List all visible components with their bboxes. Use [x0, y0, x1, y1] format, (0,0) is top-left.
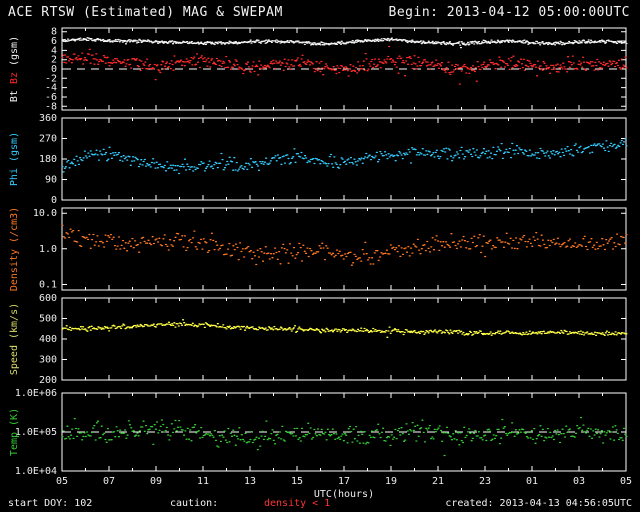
svg-text:300: 300	[39, 355, 57, 366]
svg-text:180: 180	[39, 154, 57, 165]
svg-text:600: 600	[39, 293, 57, 304]
svg-text:500: 500	[39, 314, 57, 325]
caution-value: density < 1	[264, 498, 331, 509]
svg-text:07: 07	[103, 476, 115, 487]
svg-text:200: 200	[39, 375, 57, 386]
svg-text:05: 05	[56, 476, 68, 487]
svg-text:23: 23	[479, 476, 491, 487]
svg-text:21: 21	[432, 476, 444, 487]
svg-text:01: 01	[526, 476, 538, 487]
svg-text:1.0: 1.0	[39, 244, 57, 255]
svg-text:1.0E+06: 1.0E+06	[15, 388, 57, 399]
svg-text:400: 400	[39, 334, 57, 345]
svg-text:2: 2	[51, 55, 57, 66]
svg-text:11: 11	[197, 476, 209, 487]
svg-text:10.0: 10.0	[33, 208, 57, 219]
svg-text:03: 03	[573, 476, 585, 487]
svg-text:1.0E+05: 1.0E+05	[15, 427, 57, 438]
svg-text:4: 4	[51, 45, 57, 56]
svg-text:360: 360	[39, 113, 57, 124]
svg-text:Speed (km/s): Speed (km/s)	[9, 303, 20, 375]
chart-title: ACE RTSW (Estimated) MAG & SWEPAM	[8, 5, 283, 20]
svg-text:0: 0	[51, 195, 57, 206]
created-timestamp: created: 2013-04-13 04:56:05UTC	[445, 498, 632, 509]
svg-text:-6: -6	[45, 92, 57, 103]
svg-text:-8: -8	[45, 101, 57, 112]
svg-text:8: 8	[51, 27, 57, 38]
svg-text:15: 15	[291, 476, 303, 487]
svg-text:Temp (K): Temp (K)	[9, 408, 20, 456]
svg-text:UTC(hours): UTC(hours)	[314, 489, 374, 500]
svg-text:90: 90	[45, 175, 57, 186]
svg-text:Bt Bz (gsm): Bt Bz (gsm)	[9, 36, 20, 102]
svg-text:270: 270	[39, 134, 57, 145]
svg-text:Phi (gsm): Phi (gsm)	[9, 132, 20, 186]
svg-text:17: 17	[338, 476, 350, 487]
svg-text:6: 6	[51, 36, 57, 47]
start-doy-label: start DOY: 102	[8, 498, 93, 509]
svg-text:09: 09	[150, 476, 162, 487]
svg-text:Density (/cm3): Density (/cm3)	[9, 207, 20, 291]
svg-text:0: 0	[51, 64, 57, 75]
svg-text:-4: -4	[45, 83, 57, 94]
svg-text:13: 13	[244, 476, 256, 487]
svg-text:0.1: 0.1	[39, 280, 57, 291]
caution-label: caution:	[170, 498, 219, 509]
chart-begin-time: Begin: 2013-04-12 05:00:00UTC	[388, 5, 630, 20]
svg-text:05: 05	[620, 476, 632, 487]
chart-header: ACE RTSW (Estimated) MAG & SWEPAM Begin:…	[8, 5, 630, 20]
svg-text:19: 19	[385, 476, 397, 487]
svg-text:1.0E+04: 1.0E+04	[15, 466, 57, 477]
svg-text:-2: -2	[45, 73, 57, 84]
